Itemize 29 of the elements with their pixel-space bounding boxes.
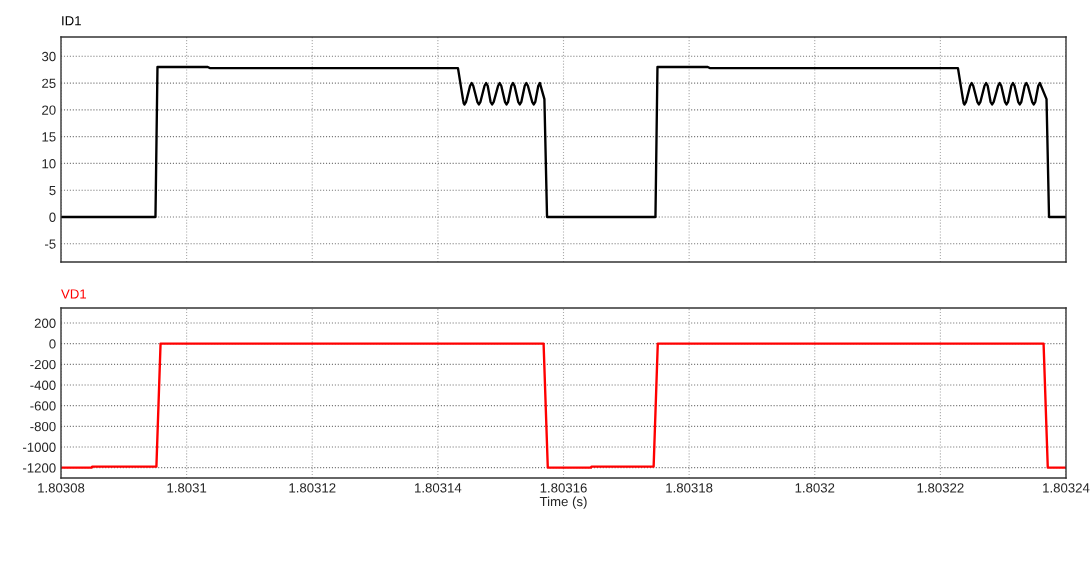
y-tick-label: -800 [30,421,56,432]
y-tick-label: -5 [44,239,56,249]
y-tick-label: 30 [41,51,56,62]
y-tick-label: 0 [49,339,56,349]
x-tick-label: 1.80312 [289,483,336,493]
y-tick-label: -1200 [22,463,56,473]
x-tick-label: 1.80308 [38,483,85,493]
x-tick-label: 1.80322 [917,483,964,493]
y-tick-label: 25 [42,78,56,88]
y-tick-label: 15 [42,132,56,142]
y-tick-label: 200 [34,318,56,328]
y-tick-label: 20 [42,105,56,115]
x-axis-title: Time (s) [539,496,587,509]
x-tick-label: 1.80316 [540,483,587,493]
y-tick-label: 10 [42,159,56,169]
line-series [61,65,1066,219]
y-tick-label: 5 [49,185,56,196]
y-tick-label: -200 [30,359,56,370]
y-tick-label: -1000 [22,442,56,452]
x-tick-label: 1.8031 [167,483,207,493]
text: ID1 [62,16,81,26]
y-tick-label: -400 [30,380,56,390]
text: VD1 [61,289,87,299]
x-tick-label: 1.80318 [666,483,713,493]
x-tick-label: 1.8032 [795,483,835,493]
x-tick-label: 1.80314 [415,483,462,493]
y-tick-label: -600 [30,401,56,411]
y-tick-label: 0 [49,212,56,222]
x-tick-label: 1.80324 [1043,483,1090,493]
